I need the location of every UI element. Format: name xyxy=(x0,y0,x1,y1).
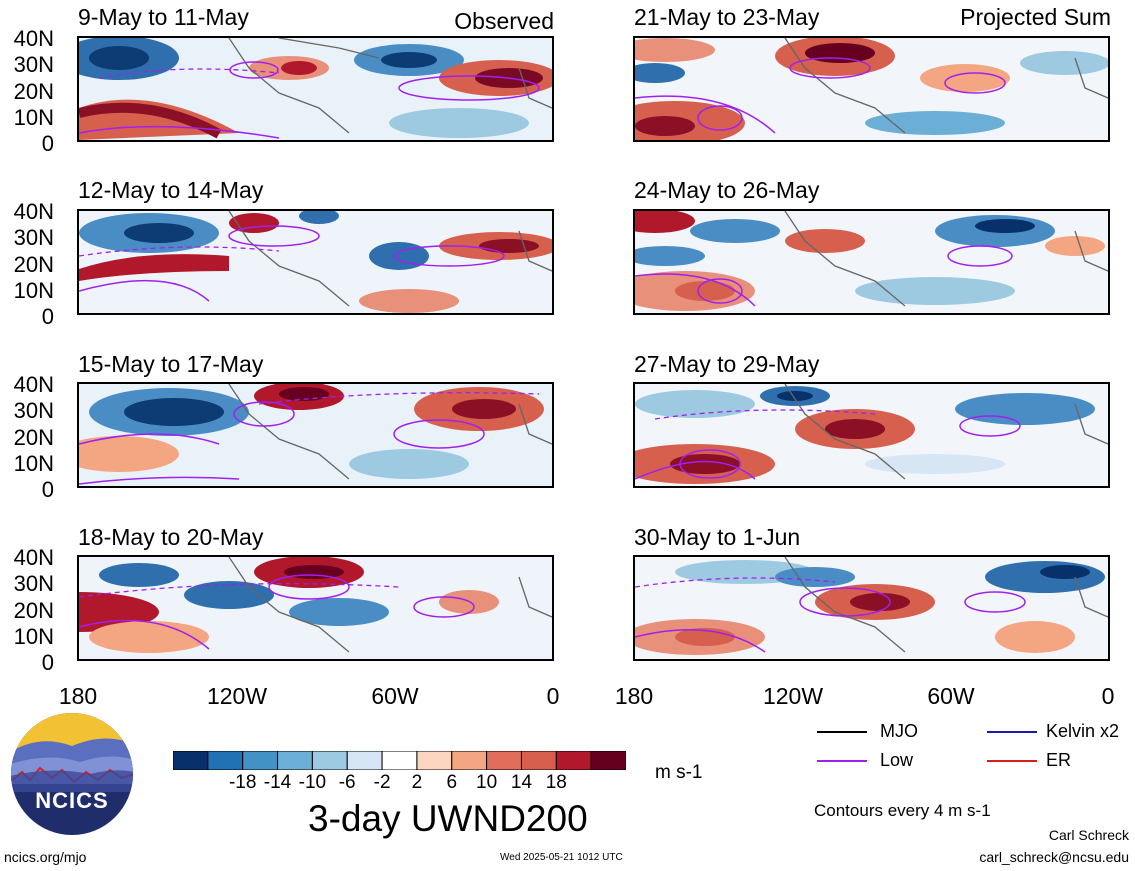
lon-label: 180 xyxy=(614,683,654,709)
panel-title-right-1: 21-May to 23-May xyxy=(634,4,820,30)
colorbar xyxy=(172,750,627,771)
map-svg xyxy=(635,211,1108,313)
lat-label: 30N xyxy=(13,398,54,423)
map-panel-right-3 xyxy=(633,382,1110,488)
colorbar-tick-label: -10 xyxy=(298,772,327,793)
colorbar-swatch xyxy=(555,750,592,771)
colorbar-swatch xyxy=(311,750,348,771)
author: Carl Schreck xyxy=(1048,827,1129,843)
lat-label: 10N xyxy=(13,624,54,649)
ncics-logo-icon xyxy=(11,713,133,835)
legend-line-low xyxy=(817,760,867,762)
colorbar-tick-label: -18 xyxy=(228,772,257,793)
legend-line-mjo xyxy=(817,731,867,733)
panel-title-right-2: 24-May to 26-May xyxy=(634,177,820,203)
main-title: 3-day UWND200 xyxy=(308,798,588,839)
projected-sum-label: Projected Sum xyxy=(960,4,1111,30)
legend-label-mjo: MJO xyxy=(880,721,918,741)
map-svg xyxy=(79,38,552,140)
map-panel-right-1 xyxy=(633,36,1110,142)
colorbar-tick-label: 14 xyxy=(510,772,533,793)
colorbar-swatch xyxy=(590,750,627,771)
lon-label: 60W xyxy=(371,683,419,709)
colorbar-tick-label: -14 xyxy=(263,772,292,793)
timestamp: Wed 2025-05-21 1012 UTC xyxy=(500,852,623,863)
colorbar-swatch xyxy=(416,750,453,771)
colorbar-swatch xyxy=(486,750,522,771)
colorbar-swatch xyxy=(346,750,383,771)
map-panel-left-1 xyxy=(77,36,554,142)
lat-label: 40N xyxy=(13,199,54,224)
lat-label: 0 xyxy=(41,477,54,502)
lat-label: 40N xyxy=(13,26,54,51)
lon-label: 120W xyxy=(762,683,824,709)
contours-note: Contours every 4 m s-1 xyxy=(814,801,991,820)
panel-title-left-4: 18-May to 20-May xyxy=(78,524,264,550)
colorbar-tick-label: 2 xyxy=(411,772,423,793)
map-svg xyxy=(79,384,552,486)
map-svg xyxy=(635,38,1108,140)
lat-label: 0 xyxy=(41,304,54,329)
colorbar-swatch xyxy=(172,750,209,771)
lat-label: 10N xyxy=(13,105,54,130)
colorbar-units: m s-1 xyxy=(655,762,703,783)
map-svg xyxy=(79,557,552,659)
colorbar-tick-label: 6 xyxy=(446,772,458,793)
legend-line-er xyxy=(987,760,1037,762)
ncics-logo: NCICS xyxy=(10,712,134,836)
map-panel-left-2 xyxy=(77,209,554,315)
lat-label: 20N xyxy=(13,598,54,623)
lon-label: 0 xyxy=(1101,683,1115,709)
map-panel-left-4 xyxy=(77,555,554,661)
author-email[interactable]: carl_schreck@ncsu.edu xyxy=(979,849,1129,865)
lat-label: 10N xyxy=(13,278,54,303)
map-svg xyxy=(635,384,1108,486)
colorbar-swatch xyxy=(207,750,244,771)
colorbar-svg xyxy=(172,750,627,771)
lon-label: 120W xyxy=(206,683,268,709)
panel-title-right-3: 27-May to 29-May xyxy=(634,351,820,377)
legend-label-kelvin: Kelvin x2 xyxy=(1046,721,1120,741)
legend-label-low: Low xyxy=(880,750,914,770)
panel-title-right-4: 30-May to 1-Jun xyxy=(634,524,801,550)
colorbar-swatch xyxy=(451,750,488,771)
lon-label: 180 xyxy=(58,683,98,709)
map-svg xyxy=(635,557,1108,659)
colorbar-tick-label: -6 xyxy=(338,772,356,793)
lat-label: 10N xyxy=(13,451,54,476)
colorbar-swatch xyxy=(277,750,313,771)
lon-label: 60W xyxy=(927,683,975,709)
lat-label: 20N xyxy=(13,252,54,277)
lat-label: 20N xyxy=(13,425,54,450)
lat-label: 0 xyxy=(41,650,54,675)
panel-title-left-1: 9-May to 11-May xyxy=(78,4,249,30)
map-svg xyxy=(79,211,552,313)
legend-line-kelvin xyxy=(987,731,1037,733)
lat-label: 20N xyxy=(13,79,54,104)
colorbar-tick-label: 18 xyxy=(545,772,567,793)
lon-label: 0 xyxy=(546,683,560,709)
colorbar-swatch xyxy=(520,750,557,771)
colorbar-tick-label: 10 xyxy=(476,772,498,793)
panel-title-left-3: 15-May to 17-May xyxy=(78,351,264,377)
colorbar-swatch xyxy=(381,750,418,771)
legend-label-er: ER xyxy=(1046,750,1072,770)
panel-title-left-2: 12-May to 14-May xyxy=(78,177,264,203)
observed-label: Observed xyxy=(454,8,554,34)
lat-label: 0 xyxy=(41,131,54,156)
lat-label: 40N xyxy=(13,372,54,397)
lat-label: 30N xyxy=(13,52,54,77)
colorbar-tick-label: -2 xyxy=(373,772,391,793)
colorbar-swatch xyxy=(242,750,279,771)
lat-label: 30N xyxy=(13,225,54,250)
map-panel-right-4 xyxy=(633,555,1110,661)
lat-label: 30N xyxy=(13,571,54,596)
map-panel-left-3 xyxy=(77,382,554,488)
logo-text: NCICS xyxy=(35,788,109,813)
map-panel-right-2 xyxy=(633,209,1110,315)
site-link[interactable]: ncics.org/mjo xyxy=(4,849,87,865)
lat-label: 40N xyxy=(13,545,54,570)
